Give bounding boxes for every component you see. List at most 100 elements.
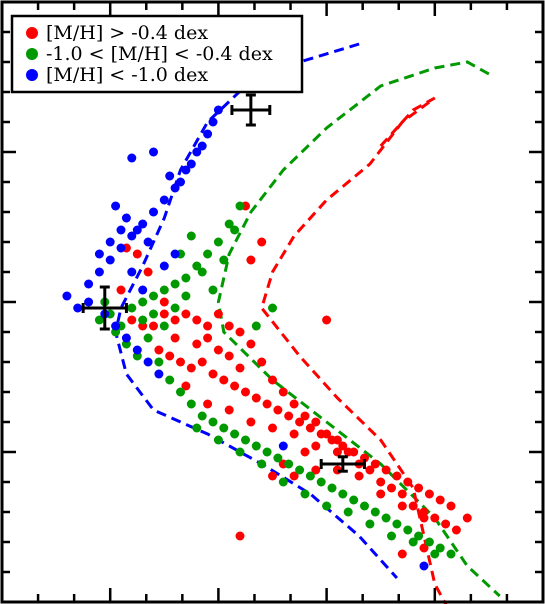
legend-box [10,14,304,94]
error-bar [81,285,128,331]
data-point [376,477,386,487]
data-point [197,267,207,277]
data-point [284,411,294,421]
data-point [430,549,440,559]
data-point [235,327,245,337]
data-point [251,321,261,331]
data-point [159,195,169,205]
data-point [159,321,169,331]
data-point [392,519,402,529]
data-point [192,315,202,325]
data-point [397,501,407,511]
data-point [94,315,104,325]
data-point [273,453,283,463]
data-point [300,447,310,457]
data-point [176,357,185,367]
data-point [219,375,229,385]
data-point [170,315,180,325]
data-point [408,537,418,547]
data-point [181,309,191,319]
data-point [376,489,386,499]
data-point [165,375,175,385]
data-point [111,201,121,211]
data-point [170,303,180,313]
data-point [360,453,369,463]
data-point [132,225,142,235]
data-point [197,411,207,421]
data-point [127,267,137,277]
data-point [257,237,267,247]
data-point [332,435,342,445]
data-point [446,501,456,511]
data-point [419,543,429,553]
data-point [230,429,240,439]
data-point [246,417,256,427]
data-point [235,447,245,457]
legend-marker-intermediate [26,48,38,60]
data-point [360,501,369,511]
data-point [94,249,104,259]
data-point [403,525,413,535]
data-point [176,177,185,187]
data-point [241,387,250,397]
data-point [224,405,234,415]
data-point [246,255,256,265]
data-point [235,531,245,541]
data-point [197,357,207,367]
data-point [414,531,424,541]
data-point [278,441,288,451]
data-point [132,249,142,259]
data-point [192,423,202,433]
data-point [365,465,375,475]
data-point [278,387,288,397]
data-point [159,261,169,271]
data-point [208,369,218,379]
data-point [295,465,305,475]
legend-marker-metal-rich [26,27,38,39]
data-point [116,285,126,295]
data-point [213,435,223,445]
data-point [105,237,115,247]
data-point [186,159,196,169]
data-point [186,363,196,373]
data-point [424,489,434,499]
data-point [203,399,213,409]
data-point [203,129,213,139]
data-point [149,207,158,217]
data-point [208,285,218,295]
data-point [170,183,180,193]
data-point [414,483,424,493]
error-bar [230,93,272,127]
data-point [284,459,294,469]
data-point [451,525,461,535]
data-point [354,471,364,481]
data-point [397,489,407,499]
data-point [116,225,126,235]
legend-label-metal-poor: [M/H] < -1.0 dex [46,64,208,86]
data-point [387,483,396,493]
data-point [268,375,277,385]
data-point [435,495,445,505]
error-bars [81,93,366,473]
data-point [446,549,456,559]
data-point [208,417,218,427]
data-point [322,501,332,511]
legend-label-metal-rich: [M/H] > -0.4 dex [46,22,208,44]
data-point [149,147,158,157]
data-point [381,465,391,475]
data-point [268,423,277,433]
data-point [462,513,472,523]
data-point [424,537,434,547]
data-point [143,333,153,343]
data-point [94,267,104,277]
data-point [381,513,391,523]
data-point [246,339,256,349]
data-point [262,447,272,457]
data-point [343,507,353,517]
data-point [289,429,299,439]
data-point [186,231,196,241]
data-point [278,477,288,487]
data-point [186,399,196,409]
data-point [127,315,137,325]
